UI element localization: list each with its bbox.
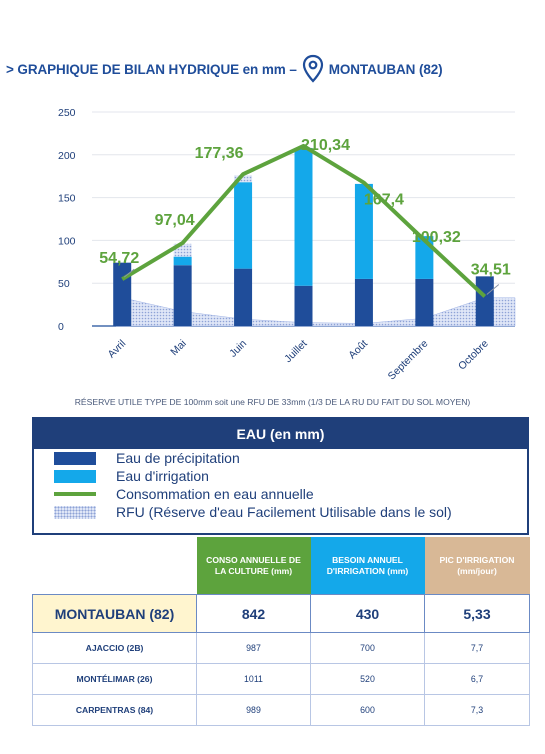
row-pic: 7,3: [424, 694, 530, 726]
table-corner: [33, 537, 197, 595]
row-pic: 5,33: [424, 594, 530, 633]
legend-item-precipitation: Eau de précipitation: [54, 449, 527, 467]
y-tick-label: 150: [58, 193, 76, 205]
row-pic: 6,7: [424, 663, 530, 695]
header-besoin: BESOIN ANNUEL D'IRRIGATION (mm): [310, 537, 425, 595]
row-conso: 987: [196, 632, 311, 664]
legend-swatch-consommation: [54, 492, 96, 496]
y-tick-label: 0: [58, 321, 64, 333]
legend-item-rfu: RFU (Réserve d'eau Facilement Utilisable…: [54, 503, 527, 521]
bar-precipitation: [294, 285, 313, 326]
legend-label: RFU (Réserve d'eau Facilement Utilisable…: [116, 504, 452, 520]
row-besoin: 520: [310, 663, 425, 695]
bar-precipitation: [234, 268, 253, 326]
bar-irrigation: [234, 182, 253, 269]
bar-precipitation: [475, 276, 494, 326]
row-city: CARPENTRAS (84): [32, 694, 197, 726]
row-besoin: 700: [310, 632, 425, 664]
map-pin-icon: [302, 54, 323, 83]
row-conso: 842: [196, 594, 311, 633]
row-city: AJACCIO (2B): [32, 632, 197, 664]
table-row: AJACCIO (2B) 987 700 7,7: [32, 632, 530, 664]
legend-item-consommation: Consommation en eau annuelle: [54, 485, 527, 503]
x-tick-label: Avril: [106, 338, 129, 361]
data-label: 167,4: [364, 192, 404, 209]
title-right: MONTAUBAN (82): [328, 61, 443, 77]
x-tick-label: Septembre: [386, 338, 431, 383]
y-tick-label: 250: [58, 107, 76, 119]
row-conso: 1011: [196, 663, 311, 695]
y-tick-label: 200: [58, 150, 76, 162]
table-row: MONTÉLIMAR (26) 1011 520 6,7: [32, 663, 530, 695]
bar-precipitation: [173, 265, 192, 326]
data-label: 210,34: [301, 137, 350, 154]
stats-table: CONSO ANNUELLE DE LA CULTURE (mm) BESOIN…: [32, 537, 530, 726]
data-label: 177,36: [195, 145, 244, 162]
row-conso: 989: [196, 694, 311, 726]
water-balance-chart: 0 50 100 150 200 250 54,72 97,04 177,36 210,34 167…: [58, 107, 516, 383]
row-besoin: 600: [310, 694, 425, 726]
y-tick-label: 50: [58, 278, 70, 290]
x-tick-label: Juin: [227, 338, 249, 360]
ru-note: RÉSERVE UTILE TYPE DE 100mm soit une RFU…: [74, 397, 471, 407]
row-city: MONTAUBAN (82): [32, 594, 197, 633]
legend-label: Eau d'irrigation: [116, 468, 209, 484]
legend: EAU (en mm) Eau de précipitation Eau d'i…: [32, 417, 529, 535]
x-tick-label: Juillet: [282, 338, 310, 366]
legend-title: EAU (en mm): [34, 419, 527, 449]
bar-precipitation: [113, 262, 132, 326]
bar-precipitation: [415, 278, 434, 326]
legend-label: Consommation en eau annuelle: [116, 486, 314, 502]
bar-irrigation: [294, 147, 313, 286]
bar-reserve: [234, 175, 253, 183]
data-label: 97,04: [155, 212, 195, 229]
row-besoin: 430: [310, 594, 425, 633]
title-left: > GRAPHIQUE DE BILAN HYDRIQUE en mm –: [6, 61, 297, 77]
data-label: 54,72: [99, 250, 139, 267]
data-label: 34,51: [471, 261, 511, 278]
legend-item-irrigation: Eau d'irrigation: [54, 467, 527, 485]
data-label-pointer: [486, 284, 500, 295]
row-pic: 7,7: [424, 632, 530, 664]
legend-label: Eau de précipitation: [116, 450, 240, 466]
header-pic: PIC D'IRRIGATION (mm/jour): [424, 537, 530, 595]
table-header-row: CONSO ANNUELLE DE LA CULTURE (mm) BESOIN…: [33, 537, 530, 595]
chart-title: > GRAPHIQUE DE BILAN HYDRIQUE en mm – MO…: [6, 54, 541, 84]
legend-swatch-rfu: [54, 505, 96, 519]
x-tick-label: Mai: [168, 338, 188, 358]
table-row: MONTAUBAN (82) 842 430 5,33: [32, 594, 530, 633]
x-tick-label: Août: [346, 338, 370, 362]
data-label-pointer: [123, 268, 135, 278]
x-tick-label: Octobre: [456, 338, 491, 373]
legend-swatch-precipitation: [54, 451, 96, 465]
bar-irrigation: [173, 256, 192, 266]
bar-irrigation: [354, 183, 373, 279]
y-tick-label: 100: [58, 235, 76, 247]
legend-swatch-irrigation: [54, 469, 96, 483]
data-label: 100,32: [412, 229, 461, 246]
row-city: MONTÉLIMAR (26): [32, 663, 197, 695]
header-conso: CONSO ANNUELLE DE LA CULTURE (mm): [196, 537, 311, 595]
consommation-line: [121, 143, 487, 298]
bar-precipitation: [354, 278, 373, 326]
table-row: CARPENTRAS (84) 989 600 7,3: [32, 694, 530, 726]
